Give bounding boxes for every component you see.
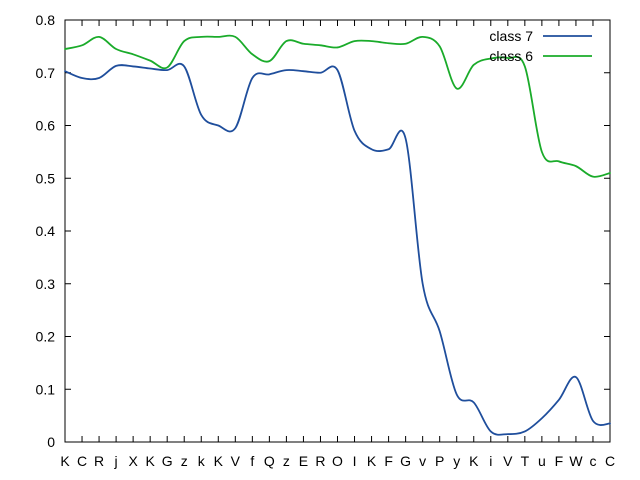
x-tick-label: j xyxy=(114,453,118,469)
x-tick-label: v xyxy=(419,453,426,469)
x-tick-label: O xyxy=(332,453,343,469)
x-tick-label: I xyxy=(353,453,357,469)
x-tick-label: V xyxy=(231,453,241,469)
x-tick-label: y xyxy=(453,453,460,469)
x-tick-label: R xyxy=(94,453,104,469)
x-tick-label: K xyxy=(367,453,377,469)
x-tick-label: Q xyxy=(264,453,275,469)
x-tick-label: c xyxy=(589,453,596,469)
x-tick-label: z xyxy=(181,453,188,469)
series-lines xyxy=(64,34,611,436)
legend-label-class-6: class 6 xyxy=(489,48,533,64)
x-tick-label: f xyxy=(250,453,254,469)
x-tick-label: z xyxy=(283,453,290,469)
x-tick-label: i xyxy=(489,453,492,469)
x-tick-label: X xyxy=(128,453,138,469)
y-tick-label: 0.7 xyxy=(36,65,56,81)
y-tick-label: 0.2 xyxy=(36,329,56,345)
x-tick-label: k xyxy=(198,453,206,469)
x-tick-label: C xyxy=(605,453,615,469)
x-tick-label: K xyxy=(469,453,479,469)
x-tick-label: K xyxy=(145,453,155,469)
y-tick-label: 0.3 xyxy=(36,276,56,292)
x-tick-label: W xyxy=(569,453,583,469)
y-tick-label: 0.5 xyxy=(36,170,56,186)
x-tick-label: K xyxy=(60,453,70,469)
y-tick-label: 0.8 xyxy=(36,12,56,28)
x-tick-label: F xyxy=(384,453,393,469)
x-tick-label: C xyxy=(77,453,87,469)
y-axis: 0 0.1 0.2 0.3 0.4 0.5 0.6 0.7 0.8 xyxy=(36,12,610,450)
y-tick-label: 0 xyxy=(47,434,55,450)
x-tick-label: G xyxy=(162,453,173,469)
x-tick-label: K xyxy=(214,453,224,469)
x-tick-label: P xyxy=(435,453,444,469)
legend-label-class-7: class 7 xyxy=(489,28,533,44)
series-line-class-7 xyxy=(64,62,611,436)
y-tick-label: 0.6 xyxy=(36,118,56,134)
x-tick-label: u xyxy=(538,453,546,469)
x-tick-label: T xyxy=(521,453,530,469)
y-tick-label: 0.4 xyxy=(36,223,56,239)
x-tick-label: V xyxy=(503,453,513,469)
x-tick-label: F xyxy=(555,453,564,469)
y-tick-label: 0.1 xyxy=(36,381,56,397)
series-line-class-6 xyxy=(64,34,611,178)
x-tick-label: E xyxy=(299,453,308,469)
x-tick-label: R xyxy=(315,453,325,469)
x-tick-label: G xyxy=(400,453,411,469)
legend: class 7 class 6 xyxy=(489,28,592,64)
